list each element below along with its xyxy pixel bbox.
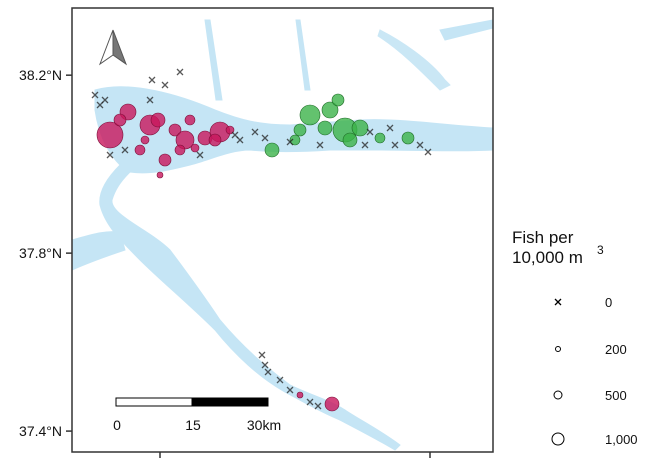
site-marker — [264, 368, 272, 376]
site-marker — [168, 123, 182, 137]
legend-title-sup: 3 — [597, 243, 604, 257]
site-marker — [121, 146, 129, 154]
site-marker — [96, 121, 124, 149]
site-marker — [342, 132, 358, 148]
site-marker — [351, 119, 369, 137]
site-marker — [148, 76, 156, 84]
site-marker — [424, 148, 432, 156]
site-marker — [176, 68, 184, 76]
site-marker — [331, 93, 345, 107]
north-arrow — [98, 29, 128, 66]
site-marker — [184, 114, 196, 126]
site-marker — [261, 134, 269, 142]
y-tick-label: 38.2°N — [19, 67, 62, 83]
site-marker — [386, 124, 394, 132]
site-marker — [91, 91, 99, 99]
site-marker — [196, 151, 204, 159]
site-marker — [158, 153, 172, 167]
site-marker — [236, 136, 244, 144]
site-marker — [366, 128, 374, 136]
map-frame — [71, 7, 494, 453]
site-marker — [316, 141, 324, 149]
site-marker — [161, 81, 169, 89]
site-marker — [296, 391, 304, 399]
site-marker — [146, 96, 154, 104]
site-marker — [276, 376, 284, 384]
legend-label: 1,000 — [605, 432, 638, 447]
site-marker — [416, 141, 424, 149]
site-marker — [286, 138, 294, 146]
legend-label: 500 — [605, 388, 627, 403]
site-marker — [306, 398, 314, 406]
site-marker — [113, 113, 127, 127]
site-marker — [264, 142, 280, 158]
site-marker — [324, 396, 340, 412]
legend-title: 10,000 m — [512, 248, 583, 267]
scale-label: 0 — [113, 417, 121, 433]
survey-sites — [91, 68, 432, 412]
y-tick-label: 37.4°N — [19, 423, 62, 439]
legend-title: Fish per — [512, 228, 574, 247]
site-marker — [299, 104, 321, 126]
y-tick-label: 37.8°N — [19, 245, 62, 261]
site-marker — [150, 112, 166, 128]
site-marker — [401, 131, 415, 145]
site-marker — [140, 135, 150, 145]
site-marker — [106, 151, 114, 159]
site-marker — [258, 351, 266, 359]
scale-label: 30km — [247, 417, 281, 433]
site-marker — [361, 141, 369, 149]
site-marker — [208, 133, 222, 147]
site-marker — [374, 132, 386, 144]
site-marker — [391, 141, 399, 149]
scale-bar: 0 15 30km — [113, 397, 281, 433]
site-marker — [314, 402, 322, 410]
site-marker — [293, 123, 307, 137]
site-marker — [317, 120, 333, 136]
legend: Fish per 10,000 m 3 0 200 500 1,000 — [512, 228, 638, 447]
site-marker — [286, 386, 294, 394]
site-marker — [289, 134, 301, 146]
site-marker — [174, 144, 186, 156]
site-marker — [251, 128, 259, 136]
site-marker — [190, 143, 200, 153]
water — [71, 19, 494, 451]
site-marker — [134, 144, 146, 156]
x-ticks — [159, 452, 431, 458]
site-marker — [96, 101, 104, 109]
site-marker — [261, 361, 269, 369]
legend-label: 200 — [605, 342, 627, 357]
legend-label: 0 — [605, 295, 612, 310]
site-marker — [321, 101, 339, 119]
scale-label: 15 — [185, 417, 201, 433]
site-marker — [156, 171, 164, 179]
